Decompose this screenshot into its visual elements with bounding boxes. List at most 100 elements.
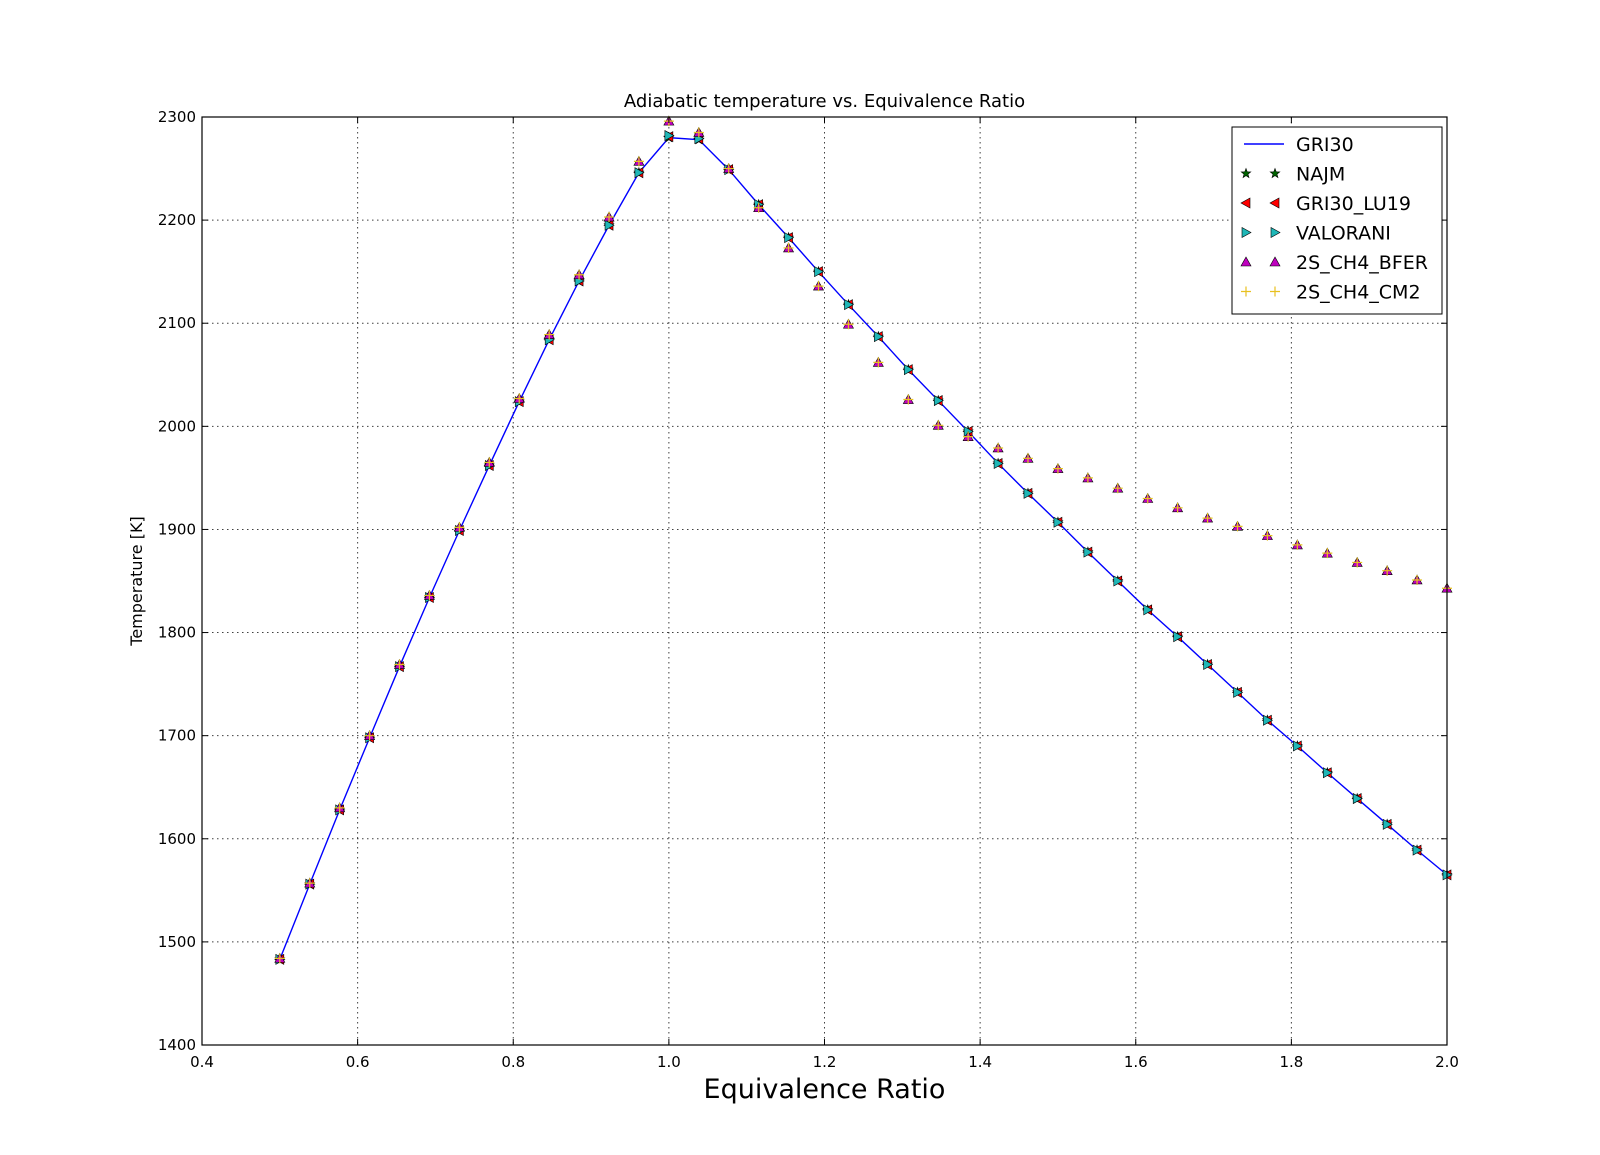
data-point bbox=[604, 219, 615, 231]
data-point bbox=[1142, 493, 1153, 504]
legend-item: VALORANI bbox=[1241, 223, 1391, 245]
data-point bbox=[963, 431, 974, 442]
x-tick-label: 1.6 bbox=[1124, 1053, 1148, 1071]
data-point bbox=[1233, 686, 1244, 698]
x-tick-label: 2.0 bbox=[1435, 1053, 1459, 1071]
legend-label: 2S_CH4_CM2 bbox=[1296, 282, 1421, 304]
y-tick-label: 1500 bbox=[158, 933, 196, 951]
y-axis-label: Temperature [K] bbox=[127, 516, 146, 646]
data-point bbox=[1023, 487, 1034, 499]
data-point bbox=[1053, 516, 1064, 528]
legend-swatch bbox=[1269, 256, 1281, 267]
data-point bbox=[484, 457, 495, 468]
data-point bbox=[1262, 530, 1273, 541]
data-point bbox=[1382, 565, 1393, 576]
series-layer bbox=[274, 115, 1453, 965]
data-point bbox=[1172, 502, 1183, 513]
x-tick-label: 1.8 bbox=[1279, 1053, 1303, 1071]
data-point bbox=[514, 393, 525, 404]
legend-swatch bbox=[1270, 286, 1280, 297]
y-tick-label: 1400 bbox=[158, 1036, 196, 1054]
data-point bbox=[1412, 844, 1423, 856]
legend-item: NAJM bbox=[1240, 164, 1345, 186]
data-point bbox=[394, 659, 405, 670]
data-point bbox=[364, 730, 375, 741]
data-point bbox=[1112, 483, 1123, 494]
data-point bbox=[1293, 740, 1303, 752]
x-tick-label: 0.8 bbox=[501, 1053, 525, 1071]
data-point bbox=[1083, 546, 1094, 558]
data-point bbox=[933, 395, 944, 407]
legend-label: GRI30_LU19 bbox=[1296, 193, 1411, 215]
data-point bbox=[574, 269, 585, 280]
data-point bbox=[274, 953, 285, 964]
data-point bbox=[454, 522, 465, 533]
data-point bbox=[633, 156, 644, 167]
legend-swatch bbox=[1269, 167, 1281, 179]
data-point bbox=[844, 299, 855, 311]
data-point bbox=[813, 281, 824, 292]
x-tick-label: 1.0 bbox=[657, 1053, 681, 1071]
data-point bbox=[1263, 714, 1274, 726]
legend-swatch bbox=[1240, 167, 1252, 179]
x-axis-label: Equivalence Ratio bbox=[704, 1074, 946, 1105]
data-point bbox=[1052, 463, 1063, 474]
legend-frame bbox=[1231, 126, 1443, 315]
data-point bbox=[693, 127, 704, 138]
data-point bbox=[753, 202, 764, 213]
series-line bbox=[279, 136, 1448, 960]
data-point bbox=[723, 163, 734, 174]
legend-swatch bbox=[1269, 197, 1280, 209]
legend-item: 2S_CH4_BFER bbox=[1240, 252, 1428, 274]
legend-swatch bbox=[1241, 286, 1251, 297]
x-tick-label: 0.6 bbox=[346, 1053, 370, 1071]
data-point bbox=[873, 357, 884, 368]
data-point bbox=[1143, 604, 1154, 616]
data-point bbox=[304, 878, 315, 889]
data-point bbox=[1082, 472, 1093, 483]
data-point bbox=[904, 364, 914, 376]
x-tick-label: 0.4 bbox=[190, 1053, 214, 1071]
series-2S_CH4_CM2 bbox=[274, 116, 1452, 964]
data-point bbox=[903, 394, 914, 405]
ticks: 0.4 0.6 0.8 1.0 1.2 1.4 1.6 1.8 2.0 1400 1500 1600 1… bbox=[158, 108, 1459, 1071]
data-point bbox=[424, 590, 435, 601]
y-tick-label: 2100 bbox=[158, 314, 196, 332]
y-tick-label: 1900 bbox=[158, 520, 196, 538]
data-point bbox=[1173, 631, 1184, 643]
data-point bbox=[1382, 818, 1393, 830]
y-tick-label: 2000 bbox=[158, 417, 196, 435]
data-point bbox=[993, 442, 1004, 453]
data-point bbox=[604, 212, 615, 223]
y-tick-label: 1700 bbox=[158, 727, 196, 745]
y-tick-label: 2300 bbox=[158, 108, 196, 126]
data-point bbox=[1352, 793, 1363, 805]
data-point bbox=[843, 319, 854, 330]
data-point bbox=[1202, 513, 1213, 524]
data-point bbox=[993, 457, 1004, 469]
data-point bbox=[933, 420, 944, 431]
legend-label: NAJM bbox=[1296, 164, 1345, 186]
data-point bbox=[1323, 767, 1333, 779]
legend: GRI30 NAJM GRI30_LU19 VALORANI 2S_CH4_BFER 2S… bbox=[1231, 126, 1443, 315]
data-point bbox=[1352, 557, 1363, 568]
data-point bbox=[544, 329, 555, 340]
data-point bbox=[634, 167, 645, 179]
legend-swatch bbox=[1270, 226, 1281, 239]
legend-swatch bbox=[1240, 197, 1251, 209]
legend-item: GRI30_LU19 bbox=[1240, 193, 1411, 215]
data-point bbox=[1292, 539, 1303, 550]
data-point bbox=[1022, 453, 1033, 464]
y-tick-label: 1800 bbox=[158, 624, 196, 642]
series-GRI30 bbox=[279, 136, 1448, 960]
legend-label: VALORANI bbox=[1296, 223, 1391, 245]
data-point bbox=[783, 242, 794, 253]
data-point bbox=[1232, 521, 1243, 532]
x-tick-label: 1.2 bbox=[813, 1053, 837, 1071]
data-point bbox=[334, 802, 345, 813]
legend-swatch bbox=[1241, 226, 1252, 239]
x-tick-label: 1.4 bbox=[968, 1053, 992, 1071]
legend-label: 2S_CH4_BFER bbox=[1296, 252, 1428, 274]
legend-label: GRI30 bbox=[1296, 134, 1354, 156]
